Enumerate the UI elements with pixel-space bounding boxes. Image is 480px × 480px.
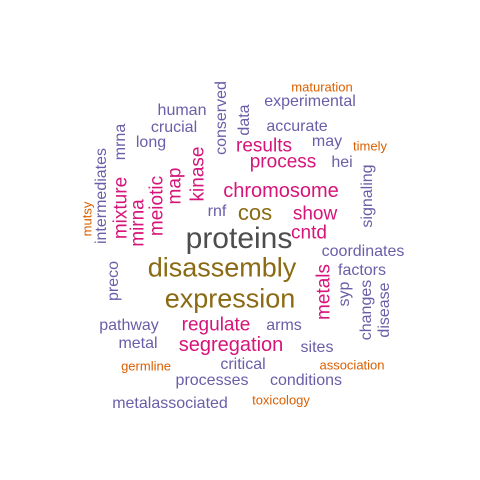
word-arms: arms	[266, 317, 302, 334]
word-regulate: regulate	[181, 314, 251, 336]
word-association: association	[319, 357, 385, 373]
word-conditions: conditions	[269, 372, 343, 389]
word-maturation: maturation	[291, 79, 353, 95]
word-toxicology: toxicology	[252, 392, 310, 408]
word-cos: cos	[237, 200, 273, 225]
word-preco: preco	[105, 260, 122, 302]
word-changes: changes	[358, 279, 375, 341]
word-map: map	[164, 167, 186, 205]
word-metals: metals	[313, 264, 335, 320]
word-chromosome: chromosome	[223, 180, 339, 202]
word-process: process	[249, 151, 317, 173]
word-expression: expression	[164, 283, 296, 314]
word-rnf: rnf	[207, 203, 227, 220]
word-critical: critical	[220, 356, 266, 373]
word-metalassociated: metalassociated	[112, 395, 228, 412]
word-mutsy: mutsy	[79, 201, 95, 237]
word-may: may	[311, 133, 343, 150]
word-intermediates: intermediates	[93, 147, 110, 245]
word-results: results	[236, 135, 292, 157]
word-disassembly: disassembly	[147, 252, 297, 283]
word-germline: germline	[121, 358, 171, 374]
word-crucial: crucial	[150, 119, 198, 136]
word-long: long	[135, 134, 167, 151]
word-coordinates: coordinates	[321, 243, 405, 260]
word-metal: metal	[118, 335, 158, 352]
word-human: human	[157, 102, 207, 119]
word-proteins: proteins	[185, 222, 293, 255]
word-experimental: experimental	[264, 93, 356, 110]
word-hei: hei	[331, 154, 353, 171]
word-show: show	[292, 203, 338, 225]
word-segregation: segregation	[178, 334, 284, 356]
word-data: data	[236, 104, 253, 136]
word-sites: sites	[300, 339, 334, 356]
word-factors: factors	[337, 262, 387, 279]
word-timely: timely	[353, 138, 387, 154]
word-conserved: conserved	[213, 81, 230, 155]
word-kinase: kinase	[187, 146, 209, 202]
word-disease: disease	[376, 282, 393, 338]
word-meiotic: meiotic	[146, 175, 168, 237]
word-mixture: mixture	[110, 176, 132, 240]
word-accurate: accurate	[266, 118, 328, 135]
word-processes: processes	[175, 372, 249, 389]
word-mrna: mrna	[112, 123, 129, 161]
word-cntd: cntd	[291, 222, 327, 244]
word-pathway: pathway	[99, 317, 159, 334]
word-signaling: signaling	[359, 164, 376, 228]
word-syp: syp	[336, 281, 353, 307]
